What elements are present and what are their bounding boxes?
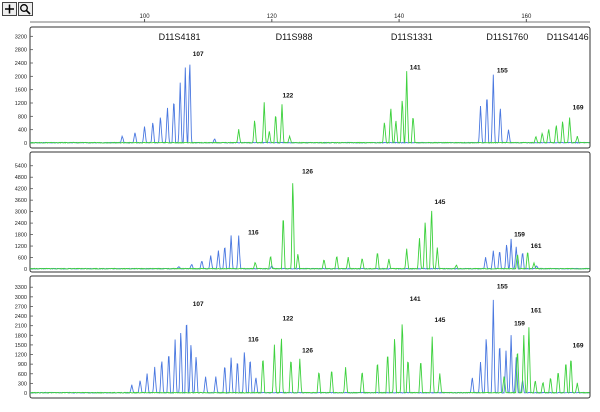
trace-series-green [29,183,590,271]
y-tick-label: 1200 [15,101,27,107]
y-tick-label: 3600 [15,198,27,204]
y-tick-label: 3300 [15,285,27,291]
y-tick-label: 2800 [15,48,27,54]
y-tick-label: 300 [18,381,27,387]
ruler-tick-label: 120 [267,14,278,20]
peak-size-label: 161 [531,307,542,314]
peak-size-label: 116 [248,336,259,343]
y-tick-label: 1600 [15,88,27,94]
marker-label: D11S4146 [547,32,589,42]
peak-size-label: 145 [435,199,446,206]
y-tick-label: 1200 [15,353,27,359]
trace-series-green [29,324,590,395]
peak-size-label: 145 [435,317,446,324]
y-tick-label: 5400 [15,164,27,170]
peak-size-label: 141 [410,64,421,71]
y-tick-label: 2700 [15,304,27,310]
peak-size-label: 161 [531,243,542,250]
ruler-tick-label: 160 [521,14,532,20]
peak-size-label: 107 [193,301,204,308]
y-tick-label: 2400 [15,61,27,67]
marker-label: D11S4181 [159,32,201,42]
marker-label: D11S1760 [486,32,528,42]
y-tick-label: 800 [18,114,27,120]
y-tick-label: 0 [24,267,27,273]
y-tick-label: 600 [18,256,27,262]
y-tick-label: 3200 [15,34,27,40]
y-tick-label: 0 [24,141,27,147]
y-tick-label: 1200 [15,244,27,250]
peak-size-label: 126 [302,168,313,175]
ruler-tick-label: 140 [394,14,405,20]
peak-size-label: 116 [248,229,259,236]
y-tick-label: 900 [18,362,27,368]
peak-size-label: 122 [282,93,293,100]
peak-size-label: 155 [497,68,508,75]
toolbar [2,2,34,16]
y-tick-label: 400 [18,128,27,134]
peak-size-label: 169 [573,104,584,111]
y-tick-label: 1800 [15,233,27,239]
peak-size-label: 122 [282,315,293,322]
magnifier-icon [20,4,31,15]
y-tick-label: 1500 [15,343,27,349]
marker-label: D11S988 [276,32,313,42]
y-tick-label: 3000 [15,295,27,301]
ruler-tick-label: 100 [140,14,151,20]
y-tick-label: 600 [18,372,27,378]
peak-size-label: 107 [193,51,204,58]
electropherogram-panel-bottom: 0 300 600 900 1200 1500 1800 2100 2400 2700 3000 33… [15,275,591,399]
y-tick-label: 0 [24,391,27,397]
panel-frame [29,26,591,149]
panel-frame [29,275,591,399]
peak-size-label: 169 [573,343,584,350]
y-tick-label: 2400 [15,314,27,320]
peak-size-label: 159 [514,231,525,238]
peak-size-label: 159 [514,320,525,327]
y-tick-label: 2000 [15,74,27,80]
y-tick-label: 4800 [15,175,27,181]
y-tick-label: 2100 [15,324,27,330]
electropherogram-panel-middle: 0 600 1200 1800 2400 3000 3600 4200 4800 5400 116 1… [15,151,591,273]
y-tick-label: 4200 [15,187,27,193]
peak-size-label: 126 [302,348,313,355]
y-tick-label: 1800 [15,333,27,339]
trace-series-green [29,71,590,144]
y-tick-label: 2400 [15,221,27,227]
marker-label: D11S1331 [391,32,433,42]
y-tick-label: 3000 [15,210,27,216]
peak-size-label: 155 [497,283,508,290]
zoom-tool-button[interactable] [18,2,33,16]
plus-icon [5,4,14,14]
zoom-in-button[interactable] [2,2,17,16]
electropherogram-panel-top: 0 400 800 1200 1600 2000 2400 2800 3200 D11S4181 D… [15,26,591,149]
peak-size-label: 141 [410,296,421,303]
